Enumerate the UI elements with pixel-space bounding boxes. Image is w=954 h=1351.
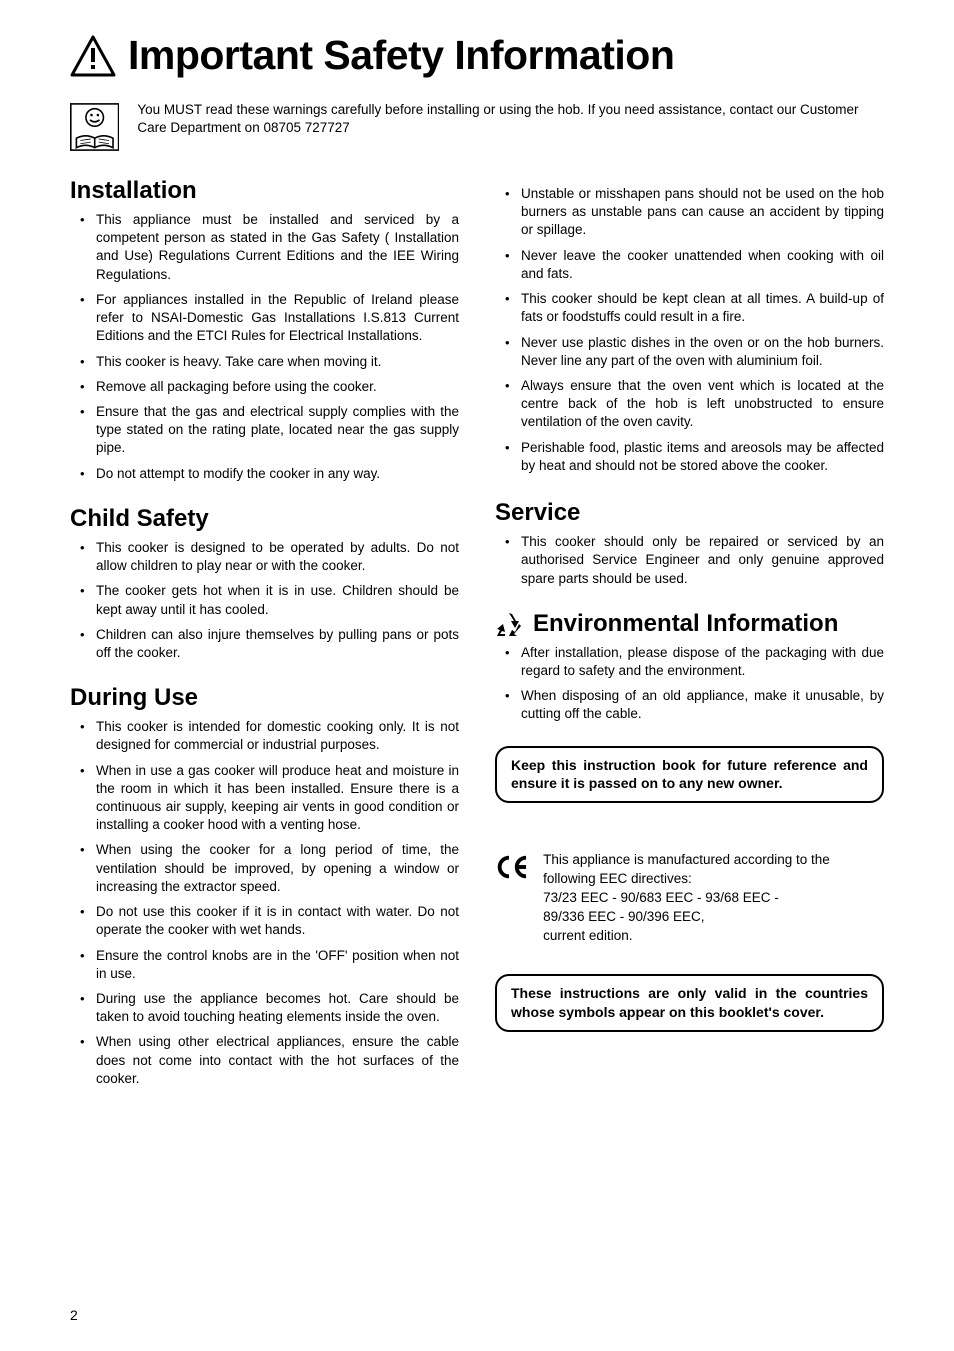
intro-row: You MUST read these warnings carefully b…: [70, 97, 884, 157]
left-column: Installation This appliance must be inst…: [70, 167, 459, 1095]
ce-line: This appliance is manufactured according…: [543, 851, 884, 889]
list-item: Unstable or misshapen pans should not be…: [495, 185, 884, 240]
list-item: The cooker gets hot when it is in use. C…: [70, 582, 459, 618]
intro-text: You MUST read these warnings carefully b…: [137, 97, 884, 137]
list-item: This cooker should only be repaired or s…: [495, 533, 884, 588]
heading-environmental: Environmental Information: [495, 610, 884, 638]
list-item: Always ensure that the oven vent which i…: [495, 377, 884, 432]
list-item: Ensure that the gas and electrical suppl…: [70, 403, 459, 458]
heading-installation: Installation: [70, 177, 459, 205]
list-item: Never leave the cooker unattended when c…: [495, 247, 884, 283]
list-during-use: This cooker is intended for domestic coo…: [70, 718, 459, 1088]
list-item: Never use plastic dishes in the oven or …: [495, 334, 884, 370]
warning-triangle-icon: [70, 35, 116, 77]
list-service: This cooker should only be repaired or s…: [495, 533, 884, 588]
heading-service: Service: [495, 499, 884, 527]
ce-line: 89/336 EEC - 90/396 EEC,: [543, 908, 884, 927]
right-column: Unstable or misshapen pans should not be…: [495, 167, 884, 1095]
list-item: When in use a gas cooker will produce he…: [70, 762, 459, 835]
list-item: This cooker is designed to be operated b…: [70, 539, 459, 575]
list-item: Do not attempt to modify the cooker in a…: [70, 465, 459, 483]
list-installation: This appliance must be installed and ser…: [70, 211, 459, 483]
ce-mark-icon: [495, 851, 529, 883]
page-title: Important Safety Information: [128, 32, 674, 79]
heading-during-use: During Use: [70, 684, 459, 712]
list-item: This cooker is heavy. Take care when mov…: [70, 353, 459, 371]
heading-child-safety: Child Safety: [70, 505, 459, 533]
list-item: When using the cooker for a long period …: [70, 841, 459, 896]
ce-line: current edition.: [543, 927, 884, 946]
list-item: Children can also injure themselves by p…: [70, 626, 459, 662]
content-columns: Installation This appliance must be inst…: [70, 167, 884, 1095]
list-item: Ensure the control knobs are in the 'OFF…: [70, 947, 459, 983]
list-child-safety: This cooker is designed to be operated b…: [70, 539, 459, 662]
page-number: 2: [70, 1307, 78, 1323]
list-item: This cooker is intended for domestic coo…: [70, 718, 459, 754]
list-item: After installation, please dispose of th…: [495, 644, 884, 680]
list-item: Do not use this cooker if it is in conta…: [70, 903, 459, 939]
list-item: When using other electrical appliances, …: [70, 1033, 459, 1088]
ce-text: This appliance is manufactured according…: [543, 851, 884, 945]
list-item: Remove all packaging before using the co…: [70, 378, 459, 396]
list-environmental: After installation, please dispose of th…: [495, 644, 884, 724]
list-item: For appliances installed in the Republic…: [70, 291, 459, 346]
list-item: Perishable food, plastic items and areos…: [495, 439, 884, 475]
callout-validity: These instructions are only valid in the…: [495, 974, 884, 1032]
list-item: This cooker should be kept clean at all …: [495, 290, 884, 326]
ce-line: 73/23 EEC - 90/683 EEC - 93/68 EEC -: [543, 889, 884, 908]
recycle-icon: [495, 611, 523, 637]
list-item: When disposing of an old appliance, make…: [495, 687, 884, 723]
read-manual-icon: [70, 97, 119, 157]
list-item: During use the appliance becomes hot. Ca…: [70, 990, 459, 1026]
heading-environmental-label: Environmental Information: [533, 610, 838, 638]
ce-block: This appliance is manufactured according…: [495, 851, 884, 945]
callout-keep-book: Keep this instruction book for future re…: [495, 746, 884, 804]
title-row: Important Safety Information: [70, 32, 884, 79]
list-during-use-cont: Unstable or misshapen pans should not be…: [495, 185, 884, 475]
list-item: This appliance must be installed and ser…: [70, 211, 459, 284]
